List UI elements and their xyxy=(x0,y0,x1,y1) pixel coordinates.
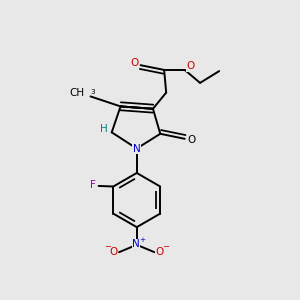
Text: O: O xyxy=(156,247,164,256)
Text: F: F xyxy=(90,180,96,190)
Text: −: − xyxy=(162,242,169,251)
Text: −: − xyxy=(104,242,111,251)
Text: +: + xyxy=(139,236,145,242)
Text: N: N xyxy=(132,239,140,249)
Text: O: O xyxy=(187,135,195,145)
Text: 3: 3 xyxy=(91,88,95,94)
Text: O: O xyxy=(187,61,195,71)
Text: H: H xyxy=(100,124,107,134)
Text: CH: CH xyxy=(69,88,84,98)
Text: O: O xyxy=(130,58,139,68)
Text: N: N xyxy=(133,143,141,154)
Text: O: O xyxy=(110,247,118,256)
